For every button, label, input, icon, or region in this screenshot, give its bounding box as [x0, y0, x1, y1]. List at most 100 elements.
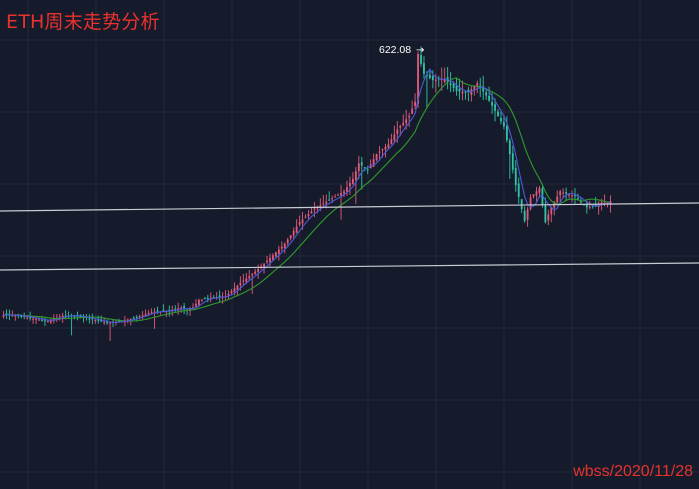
lower-trendline: [0, 262, 699, 271]
candle-body-down: [514, 168, 517, 186]
candle-body-up: [357, 163, 360, 172]
candle-body-up: [443, 78, 446, 82]
candle-body-up: [269, 258, 271, 263]
candle-body-up: [14, 315, 17, 317]
candle-body-up: [559, 191, 562, 196]
candle-body-up: [387, 144, 390, 148]
candle-body-up: [372, 159, 375, 167]
candle-body-up: [390, 139, 393, 145]
candle-body-up: [144, 314, 147, 317]
candle-body-up: [378, 151, 381, 153]
candle-body-up: [414, 101, 417, 107]
upper-trendline: [0, 202, 699, 212]
candle-body-up: [171, 309, 174, 311]
candle-body-down: [174, 308, 177, 310]
candle-body-up: [532, 194, 535, 197]
candle-body-down: [541, 188, 544, 206]
candle-body-down: [44, 320, 46, 322]
candle-body-up: [153, 311, 156, 313]
candle-body-up: [384, 146, 387, 150]
candle-body-up: [571, 195, 573, 197]
candle-body-up: [289, 235, 292, 239]
candle-body-down: [579, 201, 582, 203]
candle-body-up: [236, 285, 239, 290]
candle-body-up: [109, 322, 112, 324]
candle-body-up: [313, 208, 316, 210]
candle-body-up: [434, 79, 437, 82]
candle-body-up: [251, 273, 254, 276]
candle-body-down: [497, 111, 499, 117]
candle-body-down: [183, 306, 186, 309]
candle-body-up: [103, 322, 106, 324]
candle-body-up: [547, 214, 550, 221]
candle-body-down: [479, 85, 482, 88]
candle-body-up: [473, 86, 476, 90]
candle-body-up: [375, 154, 378, 161]
candle-body-up: [603, 202, 606, 204]
candle-body-up: [550, 206, 553, 215]
candle-body-down: [73, 315, 76, 317]
candle-body-down: [505, 125, 508, 141]
candle-body-up: [150, 311, 153, 313]
candle-body-up: [147, 312, 150, 315]
candle-body-up: [405, 119, 408, 124]
candle-body-up: [298, 222, 301, 225]
candle-body-up: [277, 249, 280, 254]
candle-body-up: [526, 209, 529, 220]
candle-body-down: [585, 204, 588, 208]
candle-body-down: [420, 54, 422, 64]
candle-body-down: [458, 88, 461, 92]
candle-body-down: [520, 199, 523, 210]
candle-body-up: [399, 126, 402, 128]
candle-body-down: [455, 85, 458, 92]
candle-body-up: [476, 83, 479, 87]
candle-body-down: [449, 83, 452, 85]
candle-body-down: [106, 321, 109, 323]
candle-body-down: [594, 204, 597, 206]
candle-body-up: [310, 211, 313, 214]
watermark: wbss/2020/11/28: [573, 463, 693, 480]
candle-body-up: [138, 316, 141, 318]
candle-body-up: [254, 271, 257, 275]
candle-body-up: [272, 255, 274, 260]
candle-body-up: [46, 321, 49, 323]
candle-body-up: [529, 197, 532, 210]
high-price-label: 622.08: [379, 44, 411, 56]
candle-body-up: [239, 282, 242, 286]
candle-body-down: [523, 210, 526, 221]
candle-body-up: [562, 192, 565, 194]
candle-body-up: [292, 230, 295, 236]
candle-body-up: [568, 194, 570, 196]
candle-body-up: [32, 318, 35, 320]
short-moving-average-line: [3, 68, 611, 323]
candle-body-down: [64, 315, 67, 317]
candle-body-down: [162, 310, 165, 312]
candles-group: [2, 46, 612, 341]
candle-body-down: [544, 204, 547, 223]
candle-body-down: [88, 318, 91, 320]
candle-body-up: [319, 205, 322, 207]
candle-body-up: [49, 319, 52, 323]
candle-body-up: [340, 193, 342, 196]
candle-body-down: [212, 297, 215, 299]
candle-body-up: [381, 149, 384, 151]
candle-body-up: [126, 319, 129, 321]
candle-body-down: [485, 92, 488, 96]
candle-body-up: [94, 319, 97, 321]
candle-body-down: [565, 192, 568, 194]
candle-body-up: [11, 315, 14, 317]
candle-body-up: [242, 280, 245, 282]
candle-body-down: [467, 89, 470, 93]
candle-body-up: [200, 299, 203, 301]
high-price-arrow-icon: →: [416, 45, 424, 56]
candle-body-up: [2, 314, 5, 317]
candle-body-up: [307, 214, 310, 217]
candle-body-up: [263, 263, 265, 268]
candle-body-up: [197, 300, 200, 306]
candle-body-down: [508, 140, 511, 155]
candle-body-up: [257, 268, 260, 272]
candle-body-up: [346, 187, 348, 192]
candle-body-down: [500, 118, 502, 122]
